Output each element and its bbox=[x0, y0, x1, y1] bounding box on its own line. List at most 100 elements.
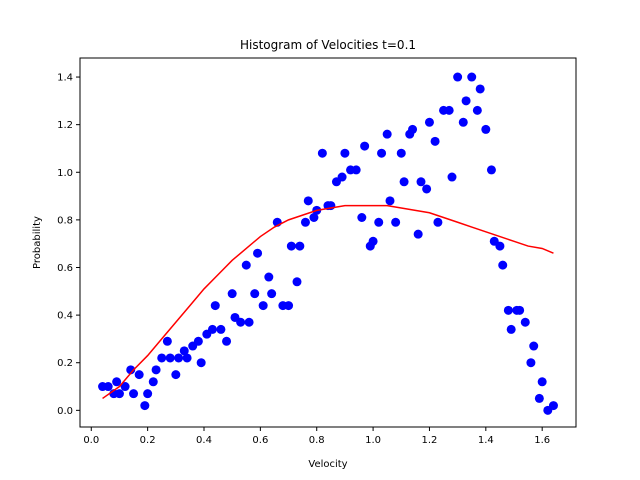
y-tick-label: 0.2 bbox=[57, 358, 73, 369]
data-point-92 bbox=[515, 305, 525, 315]
y-tick-label: 0.4 bbox=[57, 311, 73, 322]
y-tick-label: 1.0 bbox=[57, 168, 73, 179]
data-point-80 bbox=[461, 96, 471, 106]
data-point-46 bbox=[309, 213, 319, 222]
data-point-18 bbox=[179, 346, 189, 356]
data-point-64 bbox=[391, 217, 401, 227]
data-point-11 bbox=[148, 377, 158, 387]
data-point-69 bbox=[413, 229, 423, 239]
data-point-17 bbox=[174, 353, 184, 363]
data-point-5 bbox=[120, 382, 130, 392]
data-point-55 bbox=[351, 165, 361, 175]
data-point-22 bbox=[196, 358, 206, 368]
data-point-30 bbox=[236, 317, 246, 327]
data-point-71 bbox=[422, 184, 432, 194]
data-point-60 bbox=[374, 217, 384, 227]
data-point-66 bbox=[399, 177, 409, 187]
y-tick-label: 0.0 bbox=[57, 406, 73, 417]
axes-frame bbox=[79, 57, 577, 428]
data-point-1 bbox=[103, 382, 113, 392]
data-point-7 bbox=[129, 389, 139, 399]
data-point-84 bbox=[481, 124, 491, 134]
data-point-41 bbox=[286, 241, 296, 251]
y-tick-label: 0.8 bbox=[57, 215, 73, 226]
data-point-14 bbox=[162, 336, 172, 346]
data-point-44 bbox=[300, 217, 310, 227]
data-point-45 bbox=[303, 196, 313, 206]
data-point-94 bbox=[526, 358, 536, 368]
data-point-96 bbox=[534, 393, 544, 403]
data-point-93 bbox=[520, 317, 530, 327]
data-point-16 bbox=[171, 370, 181, 380]
chart-title: Histogram of Velocities t=0.1 bbox=[240, 38, 416, 52]
data-point-99 bbox=[548, 401, 558, 411]
data-point-90 bbox=[506, 324, 516, 334]
data-point-33 bbox=[250, 289, 260, 299]
data-point-43 bbox=[295, 241, 305, 251]
data-point-4 bbox=[114, 389, 124, 399]
data-point-73 bbox=[430, 136, 440, 146]
data-point-65 bbox=[396, 148, 406, 158]
x-tick-label: 0.2 bbox=[140, 435, 156, 446]
data-point-76 bbox=[444, 105, 454, 115]
plot-area bbox=[98, 72, 558, 415]
data-point-28 bbox=[227, 289, 237, 299]
data-point-87 bbox=[495, 241, 505, 251]
data-point-81 bbox=[467, 72, 477, 82]
data-point-78 bbox=[453, 72, 463, 82]
data-point-72 bbox=[424, 117, 434, 127]
y-axis: 0.0 0.2 0.4 0.6 0.8 1.0 1.2 1.4 bbox=[57, 73, 80, 417]
data-point-8 bbox=[134, 370, 144, 380]
data-point-6 bbox=[126, 365, 136, 375]
data-point-42 bbox=[292, 277, 302, 287]
x-tick-label: 0.4 bbox=[196, 435, 212, 446]
data-point-89 bbox=[503, 305, 513, 315]
data-point-56 bbox=[357, 213, 367, 222]
data-point-3 bbox=[112, 377, 122, 387]
x-tick-label: 1.6 bbox=[534, 435, 550, 446]
data-point-70 bbox=[416, 177, 426, 187]
data-point-15 bbox=[165, 353, 175, 363]
data-point-26 bbox=[216, 324, 226, 334]
data-point-10 bbox=[143, 389, 153, 399]
data-point-82 bbox=[472, 105, 482, 115]
data-point-40 bbox=[284, 301, 294, 311]
data-point-88 bbox=[498, 260, 508, 270]
x-tick-label: 1.0 bbox=[365, 435, 381, 446]
data-point-77 bbox=[447, 172, 457, 182]
data-point-59 bbox=[368, 236, 378, 246]
y-axis-label: Probability bbox=[32, 216, 43, 269]
data-point-53 bbox=[340, 148, 350, 158]
data-point-31 bbox=[241, 260, 251, 270]
data-point-19 bbox=[182, 353, 192, 363]
data-point-97 bbox=[537, 377, 547, 387]
x-tick-label: 0.8 bbox=[309, 435, 325, 446]
data-point-27 bbox=[222, 336, 232, 346]
data-point-21 bbox=[193, 336, 203, 346]
data-point-35 bbox=[258, 301, 268, 311]
data-point-36 bbox=[264, 272, 274, 282]
data-point-85 bbox=[486, 165, 496, 175]
data-point-9 bbox=[140, 401, 150, 411]
data-point-74 bbox=[433, 217, 443, 227]
data-point-25 bbox=[210, 301, 220, 311]
data-point-24 bbox=[207, 324, 217, 334]
data-point-79 bbox=[458, 117, 468, 127]
data-point-34 bbox=[253, 248, 263, 258]
data-point-63 bbox=[385, 196, 395, 206]
data-point-95 bbox=[529, 341, 539, 351]
data-point-32 bbox=[244, 317, 254, 327]
data-point-13 bbox=[157, 353, 167, 363]
x-tick-label: 1.2 bbox=[422, 435, 438, 446]
data-point-62 bbox=[382, 129, 392, 139]
y-tick-label: 1.2 bbox=[57, 120, 73, 131]
x-tick-label: 0.6 bbox=[252, 435, 268, 446]
y-tick-label: 0.6 bbox=[57, 263, 73, 274]
x-tick-label: 1.4 bbox=[478, 435, 494, 446]
data-point-52 bbox=[337, 172, 347, 182]
data-point-68 bbox=[408, 124, 418, 134]
x-axis-label: Velocity bbox=[308, 459, 347, 470]
y-tick-label: 1.4 bbox=[57, 73, 73, 84]
